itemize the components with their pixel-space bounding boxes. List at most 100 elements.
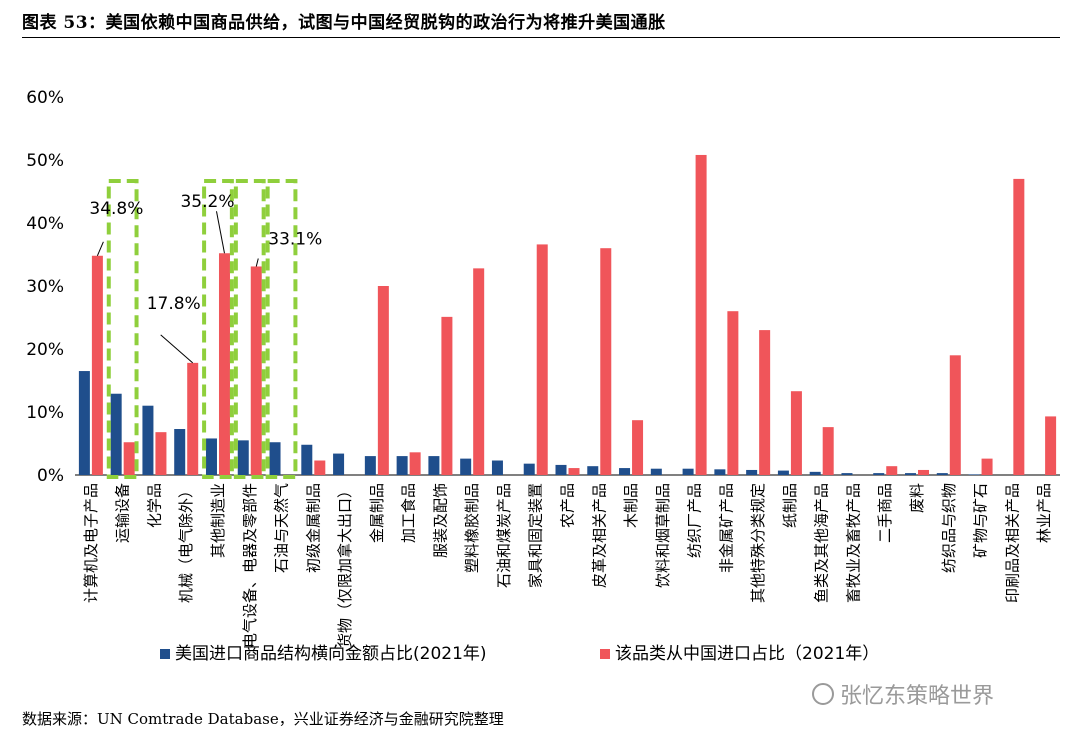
bar-us-import-share [619,468,631,475]
y-tick-label: 0% [37,466,64,486]
bar-china-share [91,255,103,475]
legend-swatch-us-import [160,649,170,659]
bar-us-import-share [396,456,408,475]
x-category-label: 纸制品 [781,483,799,528]
chart-legend: 美国进口商品结构横向金额占比(2021年) 该品类从中国进口占比（2021年） [160,644,879,664]
x-category-label: 货物（仅限加拿大出口） [336,483,354,648]
bar-china-share [155,432,167,475]
bar-china-share [250,266,262,475]
bar-us-import-share [905,473,917,475]
bar-us-import-share [301,444,313,475]
bar-us-import-share [777,470,789,475]
bar-china-share [632,420,644,475]
bar-us-import-share [428,456,440,475]
bar-us-import-share [936,473,948,475]
y-tick-label: 50% [26,151,64,171]
bar-us-import-share [78,371,90,475]
bar-us-import-share [587,466,599,475]
bar-china-share [218,253,230,475]
x-category-label: 木制品 [622,483,640,528]
bar-us-import-share [746,469,758,475]
annotation-label: 17.8% [147,294,201,314]
bar-china-share [727,311,739,475]
bar-us-import-share [364,456,376,475]
bar-us-import-share [809,471,821,475]
bar-china-share [600,248,612,475]
y-tick-label: 30% [26,277,64,297]
bar-us-import-share [174,429,186,475]
x-category-label: 家具和固定装置 [527,483,545,588]
watermark-text: 张忆东策略世界 [840,684,995,709]
bar-us-import-share [968,474,980,475]
x-category-label: 其他特殊分类规定 [749,483,767,603]
x-category-label: 加工食品 [400,483,418,543]
bar-china-share [695,154,707,475]
bar-us-import-share [650,468,662,475]
x-category-label: 饮料和烟草制品 [654,483,672,588]
bar-china-share [473,268,485,475]
x-category-label: 塑料橡胶制品 [463,483,481,573]
figure-title: 图表 53：美国依赖中国商品供给，试图与中国经贸脱钩的政治行为将推升美国通胀 [22,13,666,33]
x-category-label: 初级金属制品 [304,483,322,573]
bar-us-import-share [269,442,281,475]
bar-china-share [886,466,898,475]
x-category-label: 鱼类及其他海产品 [813,483,831,603]
bar-china-share [568,468,580,475]
bar-us-import-share [523,463,535,475]
x-category-label: 废料 [908,483,926,513]
bar-china-share [918,469,930,475]
bar-us-import-share [110,393,122,475]
y-tick-label: 10% [26,403,64,423]
highlight-box [265,179,298,479]
annotation-leader [160,334,194,364]
bar-us-import-share [873,473,885,475]
bar-us-import-share [491,460,503,475]
highlight-boxes [106,179,298,479]
bar-china-share [377,286,389,475]
bar-china-share [536,244,548,475]
bar-us-import-share [142,405,154,475]
y-tick-label: 40% [26,214,64,234]
bar-china-share [123,442,135,475]
x-category-label: 矿物与矿石 [972,483,990,558]
legend-swatch-china-share [600,649,610,659]
x-category-label: 印刷品及相关产品 [1003,483,1021,603]
bar-us-import-share [460,458,472,475]
wechat-icon [812,683,834,705]
bar-us-import-share [714,469,726,475]
annotation-label: 35.2% [180,192,234,212]
bar-us-import-share [205,438,217,475]
y-tick-label: 60% [26,88,64,108]
annotation-label: 33.1% [268,229,322,249]
legend-label-us-import: 美国进口商品结构横向金额占比(2021年) [175,644,487,664]
x-category-label: 服装及配饰 [431,483,449,558]
bar-china-share [790,391,802,475]
chart-labels: 计算机及电子产品 运输设备 化学品 机械（电气除外） 其他制造业 电气设备、电器及零部件石… [82,192,1053,648]
bar-us-import-share [237,440,249,475]
x-category-label: 运输设备 [114,483,132,543]
x-category-label: 化学品 [145,483,163,528]
watermark: 张忆东策略世界 [812,678,994,710]
x-category-label: 机械（电气除外） [177,483,195,603]
bar-china-share [1045,416,1057,475]
x-category-label: 林业产品 [1035,483,1053,543]
x-category-label: 金属制品 [368,483,386,543]
bar-us-import-share [333,453,345,475]
x-category-label: 畜牧业及畜牧产品 [844,483,862,603]
bar-china-share [441,316,453,475]
source-note: 数据来源：UN Comtrade Database，兴业证券经济与金融研究院整理 [22,710,504,728]
bar-us-import-share [682,468,694,475]
x-category-label: 农产品 [559,483,577,528]
annotation-label: 34.8% [89,199,143,219]
chart-bars [78,154,1057,475]
bar-china-share [409,452,421,475]
bar-us-import-share [841,473,853,475]
bar-china-share [1013,178,1025,475]
x-category-label: 二手商品 [876,483,894,543]
y-tick-label: 20% [26,340,64,360]
legend-label-china-share: 该品类从中国进口占比（2021年） [615,644,879,664]
bar-china-share [822,427,834,475]
x-category-label: 石油与天然气 [273,483,291,573]
bar-china-share [981,458,993,475]
